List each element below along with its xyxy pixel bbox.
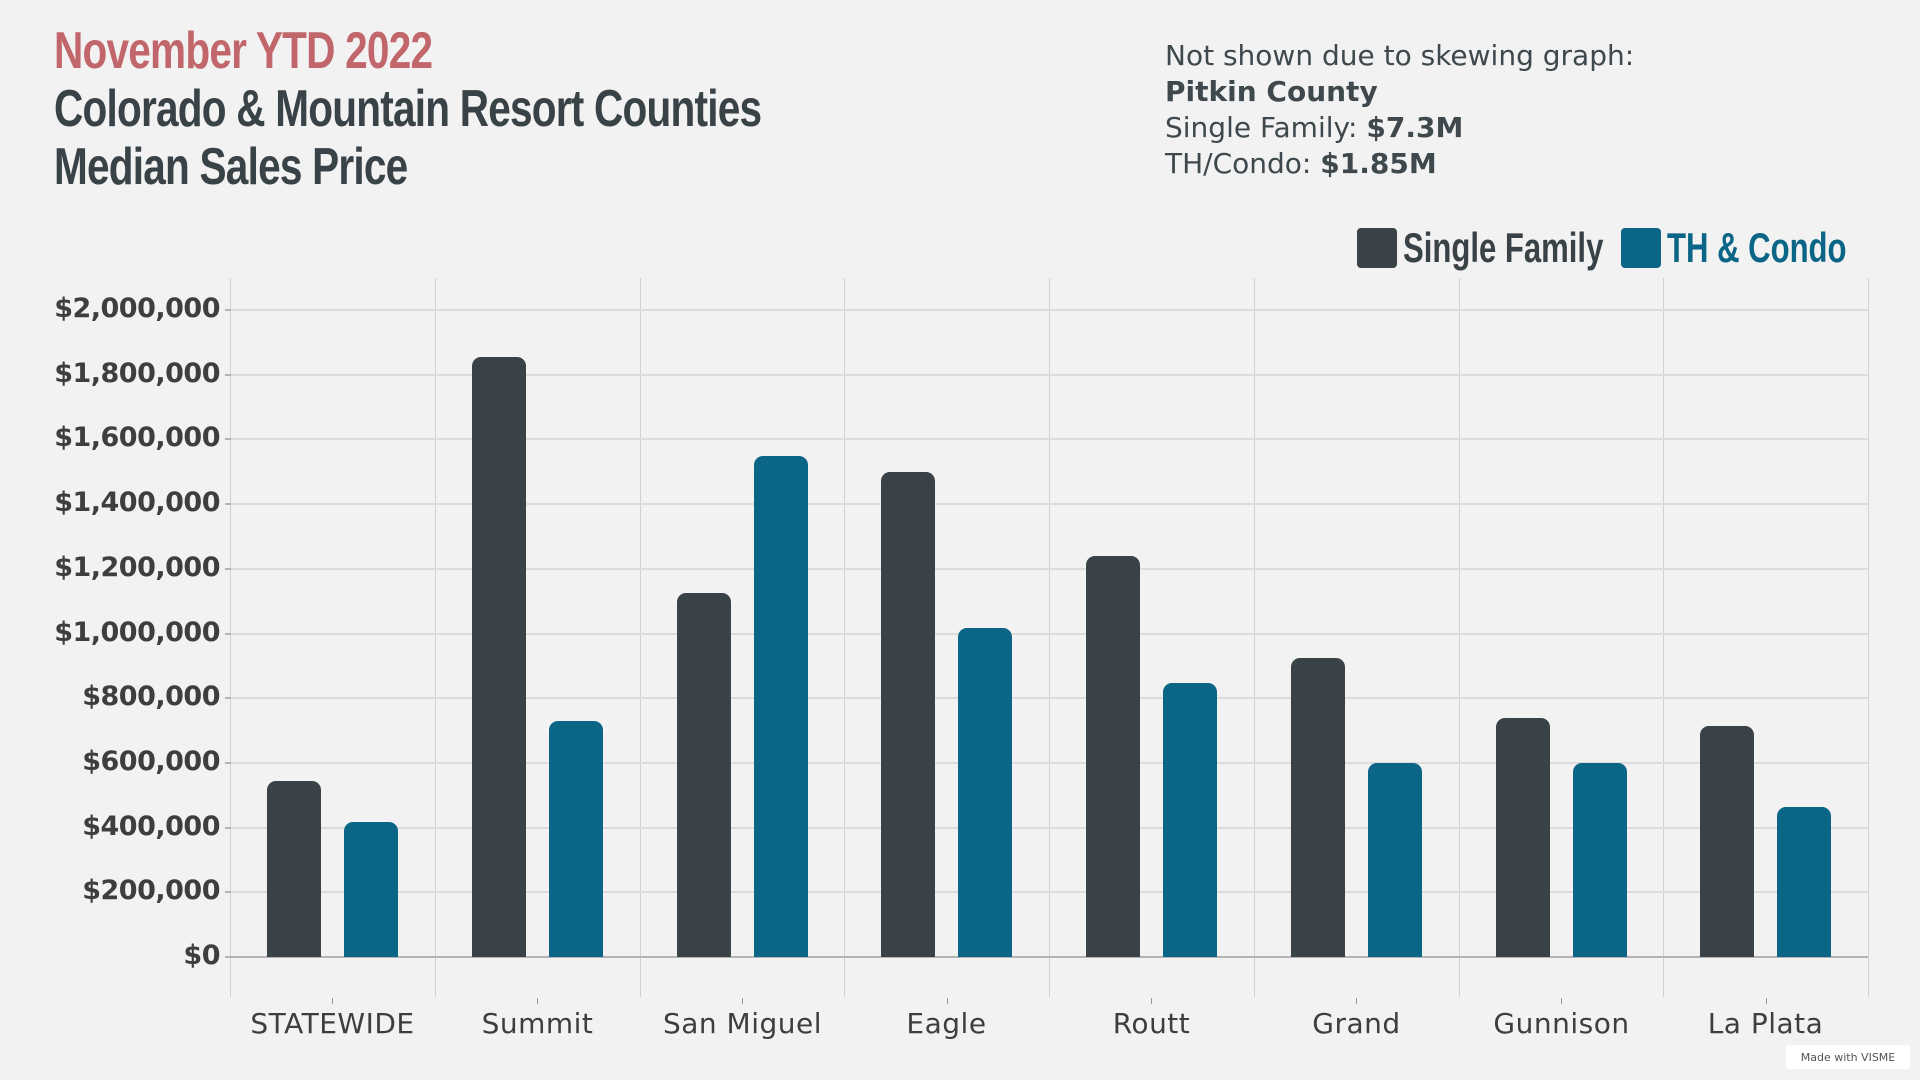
bar-condo[interactable] <box>344 822 398 957</box>
note-sf-value: $7.3M <box>1366 111 1464 144</box>
y-axis-tick <box>225 374 231 376</box>
y-axis-label: $200,000 <box>82 875 220 906</box>
y-gridline <box>230 697 1868 699</box>
x-axis-label: Summit <box>481 1007 594 1040</box>
x-axis-baseline <box>230 956 1868 958</box>
note-condo-label: TH/Condo: <box>1165 147 1321 180</box>
category-gridline <box>1049 278 1050 997</box>
category-gridline <box>1868 278 1869 997</box>
made-with-visme-badge[interactable]: Made with VISME <box>1786 1045 1910 1069</box>
y-gridline <box>230 827 1868 829</box>
note-county: Pitkin County <box>1165 75 1378 108</box>
legend-swatch-condo <box>1621 228 1662 268</box>
y-axis-tick <box>225 697 231 699</box>
bar-condo[interactable] <box>958 628 1012 957</box>
x-axis-label: La Plata <box>1707 1007 1824 1040</box>
x-axis-tick <box>947 998 948 1004</box>
bar-condo[interactable] <box>1368 763 1422 957</box>
bar-single-family[interactable] <box>267 781 321 957</box>
x-axis-tick <box>742 998 743 1004</box>
note-intro: Not shown due to skewing graph: <box>1165 39 1635 72</box>
y-axis-tick <box>225 568 231 570</box>
note-condo-value: $1.85M <box>1320 147 1437 180</box>
bar-single-family[interactable] <box>1496 718 1550 957</box>
excluded-county-note: Not shown due to skewing graph: Pitkin C… <box>1165 38 1634 182</box>
y-axis-label: $800,000 <box>82 681 220 712</box>
chart-legend: Single Family TH & Condo <box>1356 224 1864 272</box>
y-axis-tick <box>225 309 231 311</box>
period-subtitle: November YTD 2022 <box>54 22 433 80</box>
x-axis-tick <box>1561 998 1562 1004</box>
y-gridline <box>230 891 1868 893</box>
y-axis-label: $2,000,000 <box>54 293 220 324</box>
bar-single-family[interactable] <box>677 593 731 957</box>
y-gridline <box>230 503 1868 505</box>
category-gridline <box>640 278 641 997</box>
category-gridline <box>1254 278 1255 997</box>
chart-title-line-1: Colorado & Mountain Resort Counties <box>54 80 762 138</box>
y-axis-tick <box>225 503 231 505</box>
legend-item-condo[interactable]: TH & Condo <box>1621 224 1864 272</box>
x-axis-tick <box>1766 998 1767 1004</box>
bar-condo[interactable] <box>754 456 808 957</box>
bar-single-family[interactable] <box>881 472 935 957</box>
note-sf-label: Single Family: <box>1165 111 1367 144</box>
legend-item-single-family[interactable]: Single Family <box>1356 224 1614 272</box>
y-axis-label: $1,000,000 <box>54 617 220 648</box>
legend-swatch-single-family <box>1356 228 1397 268</box>
y-axis-tick <box>225 956 231 958</box>
y-gridline <box>230 762 1868 764</box>
category-gridline <box>230 278 231 997</box>
y-gridline <box>230 438 1868 440</box>
category-gridline <box>435 278 436 997</box>
x-axis-label: Routt <box>1112 1007 1191 1040</box>
x-axis-label: Gunnison <box>1493 1007 1630 1040</box>
bar-condo[interactable] <box>1163 683 1217 957</box>
x-axis-label: Grand <box>1312 1007 1401 1040</box>
y-axis-label: $0 <box>183 940 220 971</box>
legend-label-condo: TH & Condo <box>1667 224 1847 271</box>
x-axis-tick <box>1356 998 1357 1004</box>
y-axis-tick <box>225 891 231 893</box>
y-axis-tick <box>225 762 231 764</box>
legend-label-single-family: Single Family <box>1402 224 1603 271</box>
y-axis-label: $1,800,000 <box>54 358 220 389</box>
note-sf-row: Single Family: $7.3M <box>1165 110 1634 146</box>
bar-single-family[interactable] <box>1086 556 1140 957</box>
y-gridline <box>230 309 1868 311</box>
chart-title-line-2: Median Sales Price <box>54 138 408 196</box>
y-axis-tick <box>225 827 231 829</box>
bar-condo[interactable] <box>1777 807 1831 957</box>
title-block: November YTD 2022 Colorado & Mountain Re… <box>54 22 961 196</box>
bar-single-family[interactable] <box>1700 726 1754 957</box>
y-axis-label: $1,200,000 <box>54 552 220 583</box>
y-axis-tick <box>225 633 231 635</box>
category-gridline <box>1459 278 1460 997</box>
category-gridline <box>844 278 845 997</box>
x-axis-label: Eagle <box>906 1007 987 1040</box>
y-gridline <box>230 633 1868 635</box>
bar-single-family[interactable] <box>472 357 526 957</box>
y-axis-label: $600,000 <box>82 746 220 777</box>
x-axis-label: STATEWIDE <box>250 1007 415 1040</box>
y-axis-label: $400,000 <box>82 811 220 842</box>
y-axis-label: $1,400,000 <box>54 487 220 518</box>
bar-condo[interactable] <box>549 721 603 957</box>
x-axis-tick <box>537 998 538 1004</box>
note-condo-row: TH/Condo: $1.85M <box>1165 146 1634 182</box>
bar-condo[interactable] <box>1573 763 1627 957</box>
category-gridline <box>1663 278 1664 997</box>
y-gridline <box>230 374 1868 376</box>
y-gridline <box>230 568 1868 570</box>
y-axis-tick <box>225 438 231 440</box>
x-axis-tick <box>1151 998 1152 1004</box>
x-axis-tick <box>332 998 333 1004</box>
bar-single-family[interactable] <box>1291 658 1345 957</box>
x-axis-label: San Miguel <box>662 1007 823 1040</box>
y-axis-label: $1,600,000 <box>54 422 220 453</box>
